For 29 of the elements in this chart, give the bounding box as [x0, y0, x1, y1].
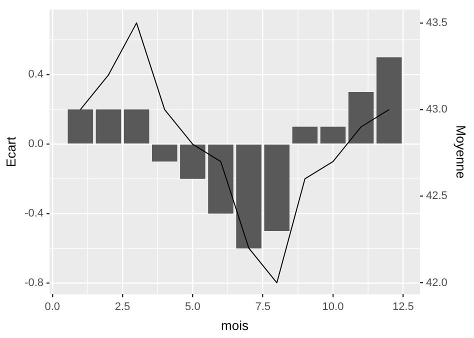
bar: [320, 126, 346, 144]
bar: [236, 144, 262, 248]
x-tick-label: 10.0: [322, 300, 344, 313]
bar: [348, 92, 374, 144]
y2-tick-label: 43.5: [426, 16, 448, 29]
bar: [376, 57, 402, 144]
bar: [292, 126, 318, 144]
x-tick-label: 2.5: [114, 300, 130, 313]
y-axis-title: Ecart: [3, 136, 18, 168]
y-tick-label: -0.4: [24, 208, 44, 220]
y2-tick-label: 42.0: [426, 276, 448, 289]
bar: [180, 144, 206, 179]
bar: [124, 109, 150, 144]
bar: [96, 109, 122, 144]
x-axis-title: mois: [221, 318, 249, 333]
x-tick-label: 0.0: [44, 300, 60, 313]
x-tick-label: 7.5: [255, 300, 270, 313]
y-tick-label: -0.8: [24, 277, 44, 290]
y2-axis-title: Moyenne: [454, 125, 469, 179]
y2-tick-label: 42.5: [426, 190, 448, 202]
x-tick-label: 5.0: [185, 300, 200, 313]
bar: [152, 144, 178, 162]
bar: [68, 109, 94, 144]
y-tick-label: 0.4: [28, 68, 44, 81]
y-tick-label: 0.0: [28, 138, 44, 150]
x-tick-label: 12.5: [392, 300, 414, 313]
bar: [208, 144, 234, 214]
bar: [264, 144, 290, 231]
y2-tick-label: 43.0: [426, 104, 448, 116]
